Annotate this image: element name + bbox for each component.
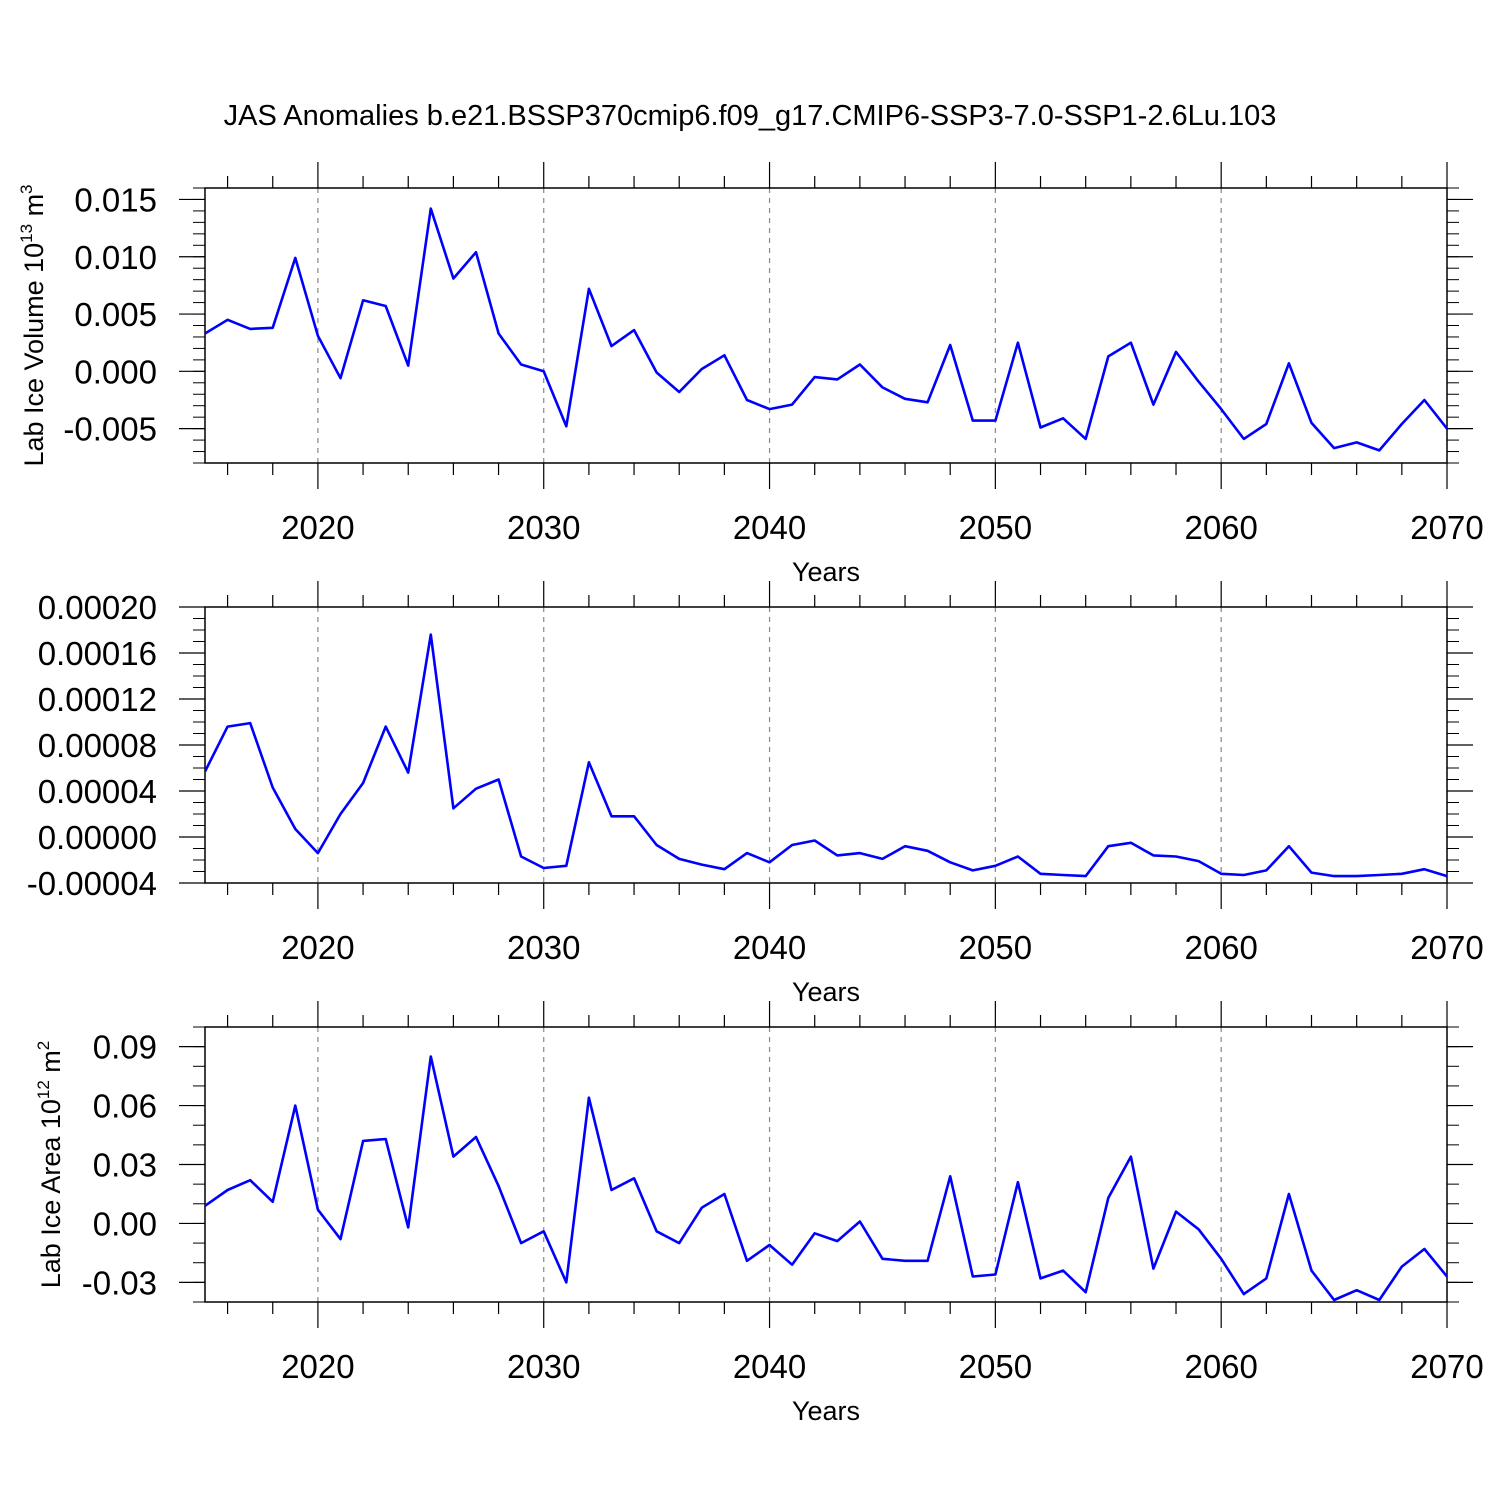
y-tick-label: -0.00004: [27, 865, 157, 902]
y-tick-label: -0.005: [63, 411, 157, 448]
x-tick-label: 2060: [1184, 1348, 1257, 1385]
x-axis-title: Years: [792, 1396, 860, 1426]
y-tick-label: -0.03: [82, 1264, 157, 1301]
x-tick-label: 2020: [281, 929, 354, 966]
x-tick-label: 2030: [507, 509, 580, 546]
x-tick-label: 2020: [281, 1348, 354, 1385]
x-axis-title: Years: [792, 977, 860, 1007]
y-tick-label: 0.09: [93, 1029, 157, 1066]
chart-panel-1: -0.005 0.000 0.005 0.010 0.015 2020 2030 2040 20…: [17, 162, 1484, 587]
y-axis-title: Lab Ice Volume 1013 m3: [17, 184, 49, 466]
y-tick-label: 0.00020: [38, 589, 157, 626]
x-tick-label: 2040: [733, 929, 806, 966]
y-tick-label: 0.00004: [38, 773, 157, 810]
x-tick-label: 2040: [733, 1348, 806, 1385]
y-tick-label: 0.005: [74, 296, 157, 333]
y-axis-title: Lab Ice Area 1012 m2: [34, 1041, 66, 1289]
y-tick-label: 0.00008: [38, 727, 157, 764]
x-tick-label: 2050: [959, 929, 1032, 966]
x-tick-label: 2070: [1410, 509, 1483, 546]
x-tick-label: 2070: [1410, 1348, 1483, 1385]
data-series-line: [205, 207, 1447, 452]
x-tick-label: 2050: [959, 1348, 1032, 1385]
x-tick-label: 2060: [1184, 509, 1257, 546]
x-tick-label: 2040: [733, 509, 806, 546]
plot-frame: [204, 187, 1448, 464]
y-tick-label: 0.06: [93, 1088, 157, 1125]
x-axis-title: Years: [792, 557, 860, 587]
y-tick-label: 0.00012: [38, 681, 157, 718]
y-tick-label: 0.00: [93, 1205, 157, 1242]
y-tick-label: 0.00000: [38, 819, 157, 856]
figure-title: JAS Anomalies b.e21.BSSP370cmip6.f09_g17…: [224, 100, 1277, 132]
y-tick-label: 0.03: [93, 1147, 157, 1184]
y-tick-label: 0.010: [74, 239, 157, 276]
chart-panel-3: -0.03 0.00 0.03 0.06 0.09 2020 2030 2040 2050 206…: [34, 1001, 1484, 1426]
data-series-line: [205, 1055, 1447, 1302]
y-tick-label: 0.00016: [38, 635, 157, 672]
x-tick-label: 2030: [507, 1348, 580, 1385]
x-tick-label: 2020: [281, 509, 354, 546]
x-tick-label: 2060: [1184, 929, 1257, 966]
x-tick-label: 2070: [1410, 929, 1483, 966]
x-tick-label: 2050: [959, 509, 1032, 546]
y-tick-label: 0.015: [74, 181, 157, 218]
plot-frame: [204, 606, 1448, 884]
x-tick-label: 2030: [507, 929, 580, 966]
data-series-line: [205, 633, 1447, 878]
y-tick-label: 0.000: [74, 353, 157, 390]
chart-panel-2: -0.00004 0.00000 0.00004 0.00008 0.00012 0.00…: [27, 581, 1484, 1007]
